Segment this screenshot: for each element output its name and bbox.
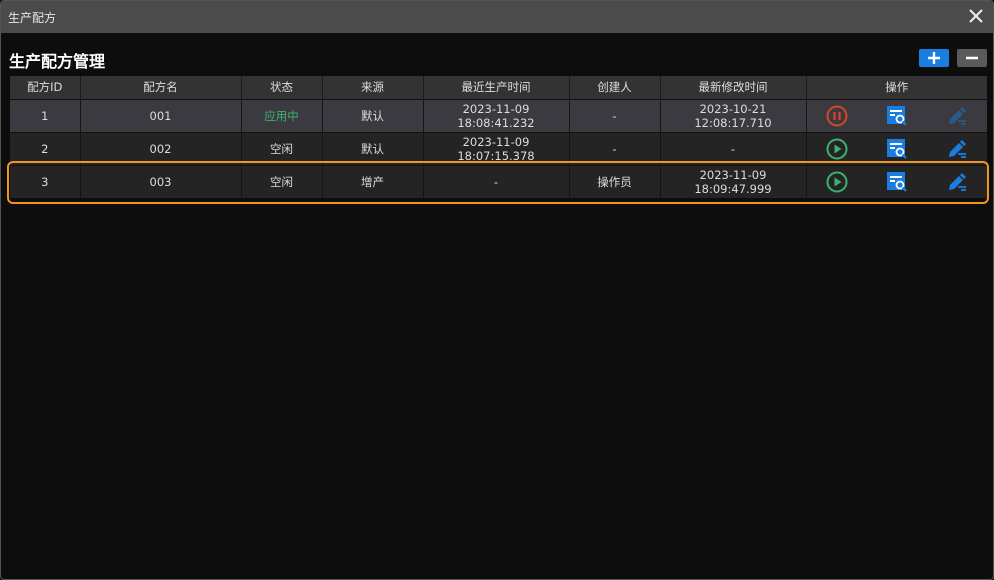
view-detail-icon xyxy=(886,171,908,193)
cell-status: 空闲 xyxy=(241,164,323,198)
remove-recipe-button[interactable] xyxy=(957,49,987,67)
cell-creator: - xyxy=(569,131,661,165)
cell-modified: - xyxy=(660,131,807,165)
pause-icon xyxy=(826,105,848,127)
view-detail-icon xyxy=(886,138,908,160)
cell-id: 1 xyxy=(10,98,81,132)
view-detail-button[interactable] xyxy=(886,105,908,127)
cell-last-produced: 2023-11-09 18:07:15.378 xyxy=(423,131,570,165)
recipe-table: 配方ID 配方名 状态 来源 最近生产时间 创建人 最新修改时间 操作 1 001… xyxy=(10,76,987,198)
table-row[interactable]: 1 001 应用中 默认 2023-11-09 18:08:41.232-2023-10… xyxy=(10,98,987,132)
minus-icon xyxy=(966,56,978,60)
play-icon xyxy=(826,138,848,160)
view-detail-icon xyxy=(886,105,908,127)
cell-last-produced: 2023-11-09 18:08:41.232 xyxy=(423,98,570,132)
header-actions: 操作 xyxy=(806,76,987,99)
header-modified: 最新修改时间 xyxy=(660,76,807,99)
header-name: 配方名 xyxy=(80,76,242,99)
cell-name: 003 xyxy=(80,164,242,198)
cell-actions xyxy=(806,164,987,198)
cell-status: 应用中 xyxy=(241,98,323,132)
header-status: 状态 xyxy=(241,76,323,99)
table-header: 配方ID 配方名 状态 来源 最近生产时间 创建人 最新修改时间 操作 xyxy=(10,76,987,99)
title-bar: 生产配方 xyxy=(1,1,993,33)
header-source: 来源 xyxy=(322,76,424,99)
plus-icon xyxy=(928,52,940,64)
cell-creator: 操作员 xyxy=(569,164,661,198)
cell-id: 3 xyxy=(10,164,81,198)
edit-button[interactable] xyxy=(946,138,968,160)
cell-creator: - xyxy=(569,98,661,132)
pause-button[interactable] xyxy=(826,105,848,127)
add-recipe-button[interactable] xyxy=(919,49,949,67)
cell-actions xyxy=(806,98,987,132)
cell-modified: 2023-10-21 12:08:17.710 xyxy=(660,98,807,132)
header-last-produced: 最近生产时间 xyxy=(423,76,570,99)
edit-icon xyxy=(946,138,968,160)
close-icon[interactable] xyxy=(967,7,985,25)
cell-actions xyxy=(806,131,987,165)
cell-source: 默认 xyxy=(322,98,424,132)
cell-last-produced: - xyxy=(423,164,570,198)
table-row[interactable]: 3 003 空闲 增产 - 操作员 2023-11-09 18:09:47.999 xyxy=(10,164,987,198)
view-detail-button[interactable] xyxy=(886,171,908,193)
table-row[interactable]: 2 002 空闲 默认 2023-11-09 18:07:15.378- - xyxy=(10,131,987,165)
start-button[interactable] xyxy=(826,138,848,160)
cell-source: 增产 xyxy=(322,164,424,198)
header-creator: 创建人 xyxy=(569,76,661,99)
cell-modified: 2023-11-09 18:09:47.999 xyxy=(660,164,807,198)
start-button[interactable] xyxy=(826,171,848,193)
cell-status: 空闲 xyxy=(241,131,323,165)
header-id: 配方ID xyxy=(10,76,81,99)
window-title: 生产配方 xyxy=(8,10,57,25)
cell-id: 2 xyxy=(10,131,81,165)
edit-button xyxy=(946,105,968,127)
view-detail-button[interactable] xyxy=(886,138,908,160)
cell-source: 默认 xyxy=(322,131,424,165)
page-title: 生产配方管理 xyxy=(9,52,106,71)
edit-button[interactable] xyxy=(946,171,968,193)
cell-name: 002 xyxy=(80,131,242,165)
edit-icon xyxy=(946,105,968,127)
edit-icon xyxy=(946,171,968,193)
cell-name: 001 xyxy=(80,98,242,132)
play-icon xyxy=(826,171,848,193)
